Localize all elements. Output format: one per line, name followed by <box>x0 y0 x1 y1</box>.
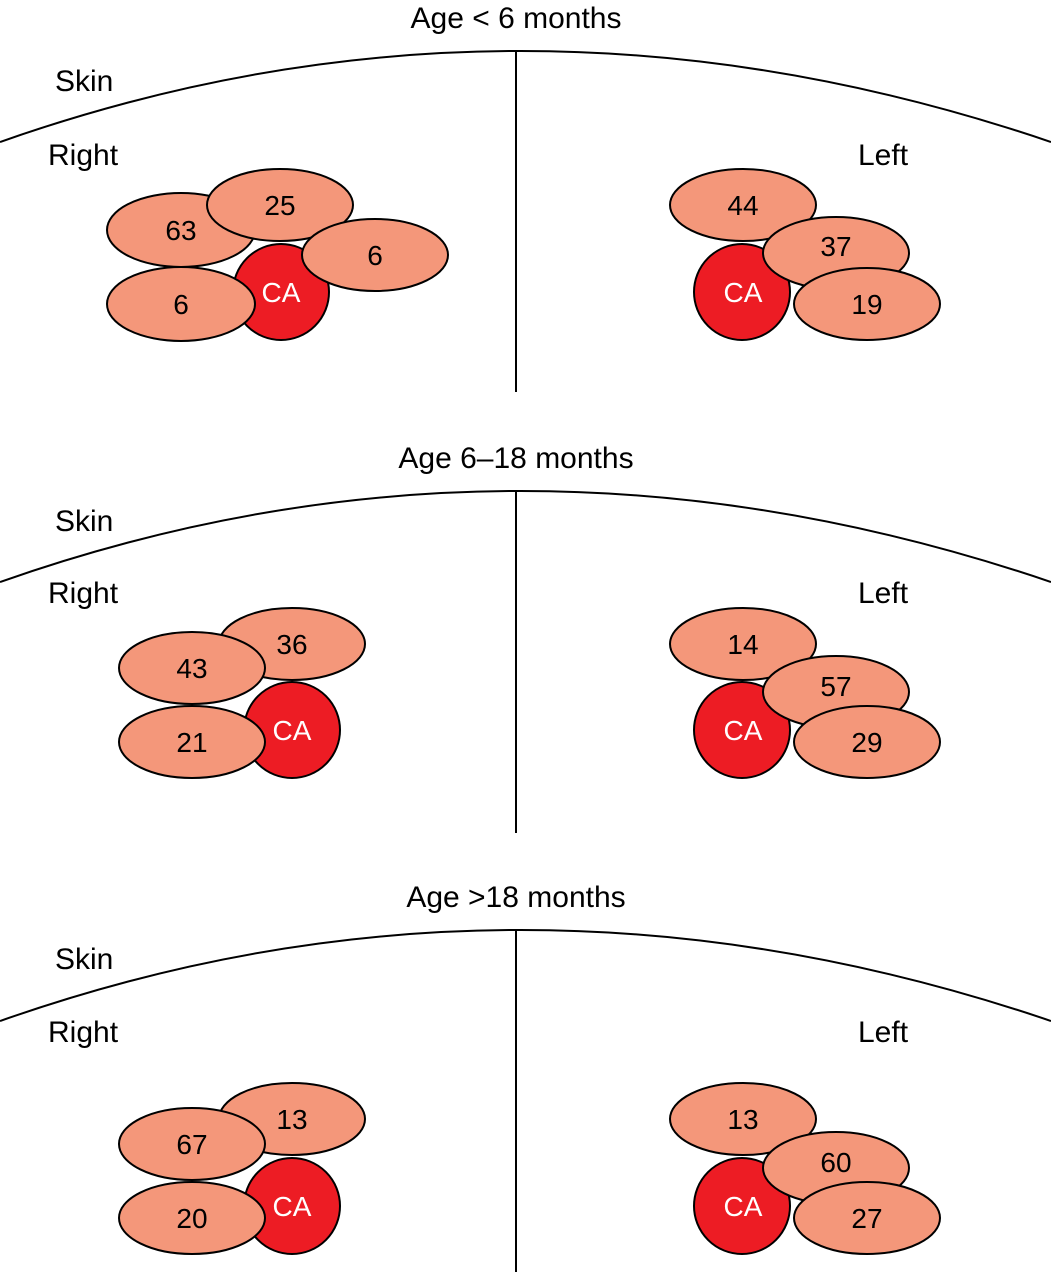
left-label: Left <box>858 1016 909 1049</box>
right-label: Right <box>48 139 119 172</box>
panel-age-6-18-months: Age 6–18 months Skin Right Left CA 36 43… <box>0 442 1051 833</box>
node-percentage: 63 <box>165 215 196 246</box>
skin-curve <box>0 50 1051 143</box>
ca-label: CA <box>262 277 301 308</box>
node-percentage: 14 <box>727 629 758 660</box>
lymph-node <box>301 218 449 292</box>
node-percentage: 6 <box>173 289 189 320</box>
lymph-node <box>669 1082 817 1156</box>
panel-title: Age 6–18 months <box>398 442 633 475</box>
ca-node <box>693 243 791 341</box>
lymph-node <box>669 607 817 681</box>
node-percentage: 13 <box>727 1104 758 1135</box>
node-percentage: 36 <box>276 629 307 660</box>
left-label: Left <box>858 139 909 172</box>
skin-label: Skin <box>55 505 113 538</box>
node-percentage: 19 <box>851 289 882 320</box>
ca-label: CA <box>724 1191 763 1222</box>
skin-label: Skin <box>55 943 113 976</box>
node-percentage: 13 <box>276 1104 307 1135</box>
left-label: Left <box>858 577 909 610</box>
lymph-node <box>669 168 817 242</box>
node-percentage: 67 <box>176 1129 207 1160</box>
node-percentage: 44 <box>727 190 758 221</box>
node-percentage: 29 <box>851 727 882 758</box>
ca-label: CA <box>273 1191 312 1222</box>
lymph-node <box>118 1181 266 1255</box>
node-percentage: 25 <box>264 190 295 221</box>
node-percentage: 43 <box>176 653 207 684</box>
node-percentage: 27 <box>851 1203 882 1234</box>
right-label: Right <box>48 577 119 610</box>
node-percentage: 20 <box>176 1203 207 1234</box>
panel-title: Age >18 months <box>406 881 625 914</box>
ca-label: CA <box>724 715 763 746</box>
skin-label: Skin <box>55 65 113 98</box>
lymph-node <box>793 267 941 341</box>
panel-age-under-6-months: Age < 6 months Skin Right Left CA 63 25 … <box>0 2 1051 392</box>
ca-label: CA <box>273 715 312 746</box>
node-percentage: 37 <box>820 231 851 262</box>
node-percentage: 57 <box>820 671 851 702</box>
panel-age-over-18-months: Age >18 months Skin Right Left CA 13 67 … <box>0 881 1051 1272</box>
panel-title: Age < 6 months <box>411 2 622 35</box>
lymph-node <box>118 1107 266 1181</box>
lymph-node <box>118 631 266 705</box>
node-percentage: 6 <box>367 240 383 271</box>
lymph-node <box>106 266 256 342</box>
lymph-node <box>793 705 941 779</box>
node-percentage: 21 <box>176 727 207 758</box>
lymph-node <box>118 705 266 779</box>
skin-curve <box>0 490 1051 583</box>
ca-label: CA <box>724 277 763 308</box>
node-percentage: 60 <box>820 1147 851 1178</box>
lymph-node <box>206 168 354 242</box>
ca-node <box>693 681 791 779</box>
skin-curve <box>0 929 1051 1022</box>
ca-node <box>693 1157 791 1255</box>
right-label: Right <box>48 1016 119 1049</box>
lymph-node <box>793 1181 941 1255</box>
